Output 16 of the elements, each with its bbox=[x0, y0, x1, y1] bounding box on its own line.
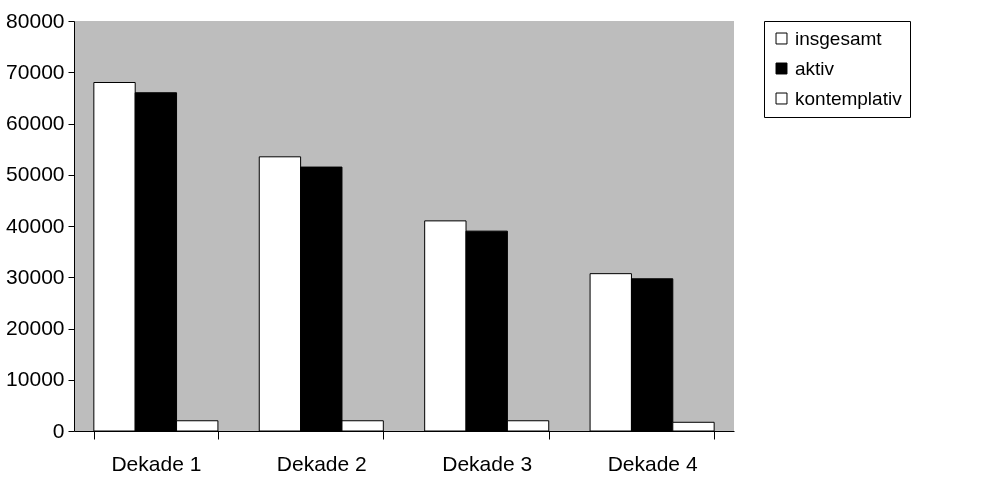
x-tick-label: Dekade 3 bbox=[442, 451, 533, 475]
x-tick-label: Dekade 4 bbox=[607, 451, 698, 475]
y-tick-label: 70000 bbox=[6, 59, 65, 83]
y-tick-label: 0 bbox=[52, 418, 65, 442]
y-tick-label: 10000 bbox=[6, 367, 65, 391]
x-tick-label: Dekade 2 bbox=[276, 451, 367, 475]
y-tick-label: 80000 bbox=[6, 8, 65, 32]
x-tick-label: Dekade 1 bbox=[111, 451, 202, 475]
y-tick-label: 50000 bbox=[6, 162, 65, 186]
legend-label: kontemplativ bbox=[795, 87, 903, 109]
legend-label: aktiv bbox=[795, 57, 835, 79]
legend-label: insgesamt bbox=[795, 27, 883, 49]
y-tick-label: 20000 bbox=[6, 316, 65, 339]
y-tick-label: 60000 bbox=[6, 111, 65, 134]
y-tick-label: 30000 bbox=[6, 264, 65, 288]
y-tick-label: 40000 bbox=[6, 213, 65, 237]
